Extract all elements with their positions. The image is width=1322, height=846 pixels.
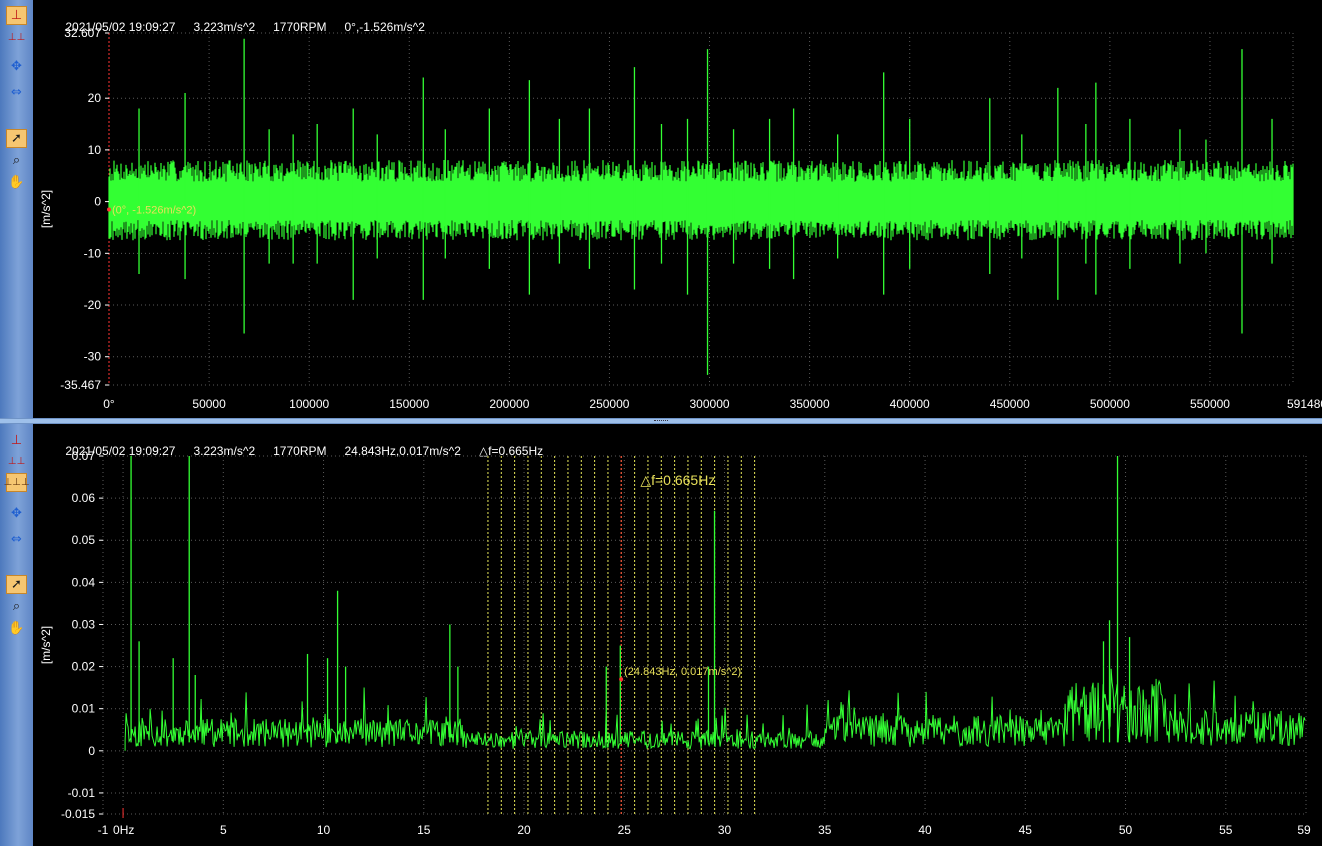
panel-splitter[interactable] (0, 418, 1322, 424)
single-cursor-icon[interactable]: ⊥ (10, 433, 23, 448)
zoom-both-icon[interactable]: ✥ (11, 506, 22, 521)
x-tick-label: 15 (417, 823, 431, 837)
x-tick-label: 20 (517, 823, 531, 837)
time-status-bar: 2021/05/02 19:09:27 3.223m/s^2 1770RPM 0°,-… (52, 0, 443, 34)
time-toolbar: ⊥ ⊥⊥ ✥ ⇔ ➚ ⌕ ✋ (0, 0, 33, 418)
spectrum-panel: ⊥ ⊥⊥ ⊥⊥⊥ ✥ ⇔ ➚ ⌕ ✋ 2021/05/02 19:09:27 3.223m/s^… (0, 424, 1322, 846)
y-tick-label: 0 (94, 195, 101, 209)
status-overall: 3.223m/s^2 (193, 20, 256, 34)
y-tick-label: -35.467 (60, 378, 101, 392)
x-tick-label: 30 (718, 823, 732, 837)
y-tick-label: 0.06 (72, 491, 96, 505)
harmonic-cursor-icon[interactable]: ⊥⊥⊥ (3, 473, 30, 492)
single-cursor-icon[interactable]: ⊥ (6, 6, 27, 25)
x-tick-label: 5 (220, 823, 227, 837)
y-tick-label: 0.04 (72, 575, 96, 589)
x-tick-label: 45 (1019, 823, 1033, 837)
y-tick-label: 0.02 (72, 660, 96, 674)
spectrum-status-bar: 2021/05/02 19:09:27 3.223m/s^2 1770RPM 24.8… (52, 424, 561, 458)
x-tick-label: 59 (1297, 823, 1311, 837)
status-cursor-readout: 24.843Hz,0.017m/s^2 (344, 444, 461, 458)
x-tick-label: 400000 (890, 397, 930, 411)
zoom-axis-icon[interactable]: ⇔ (11, 532, 22, 547)
spectrum-toolbar: ⊥ ⊥⊥ ⊥⊥⊥ ✥ ⇔ ➚ ⌕ ✋ (0, 424, 33, 846)
x-tick-label: 550000 (1190, 397, 1230, 411)
zoom-axis-icon[interactable]: ⇔ (11, 85, 22, 100)
y-tick-label: 0.07 (72, 449, 96, 463)
cursor-marker[interactable] (619, 677, 624, 682)
multi-cursor-icon[interactable]: ⊥⊥ (7, 31, 26, 43)
y-tick-label: 20 (88, 91, 102, 105)
x-tick-label: 10 (317, 823, 331, 837)
x-tick-label: -1 (98, 823, 109, 837)
cursor-label: (24.843Hz, 0.017m/s^2) (624, 666, 741, 678)
x-tick-label: 50 (1119, 823, 1133, 837)
cursor-marker[interactable] (107, 207, 111, 212)
pointer-icon[interactable]: ➚ (6, 575, 27, 594)
y-tick-label: 0.03 (72, 617, 96, 631)
splitter-grip-icon[interactable] (654, 420, 668, 423)
cursor-label: (0°, -1.526m/s^2) (112, 204, 196, 216)
status-rpm: 1770RPM (273, 444, 327, 458)
x-tick-label: 150000 (389, 397, 429, 411)
pan-hand-icon[interactable]: ✋ (8, 621, 25, 636)
y-tick-label: 0.01 (72, 702, 96, 716)
x-tick-label: 100000 (289, 397, 329, 411)
status-datetime: 2021/05/02 19:09:27 (65, 444, 176, 458)
x-tick-label: 0Hz (113, 823, 134, 837)
multi-cursor-icon[interactable]: ⊥⊥ (7, 455, 26, 467)
x-tick-label: 350000 (790, 397, 830, 411)
magnify-icon[interactable]: ⌕ (12, 599, 21, 614)
spectrum-chart[interactable]: (24.843Hz, 0.017m/s^2) △f=0.665Hz 0.07 0.06… (0, 424, 1322, 846)
y-tick-label: 32.607 (64, 26, 101, 40)
y-tick-label: -0.01 (68, 786, 96, 800)
delta-f-label: △f=0.665Hz (640, 472, 715, 488)
x-tick-label: 500000 (1090, 397, 1130, 411)
spectrum-trace (124, 668, 1306, 751)
y-axis-label: [m/s^2] (39, 190, 53, 228)
x-tick-label: 25 (618, 823, 632, 837)
y-tick-label: 10 (88, 143, 102, 157)
x-tick-label: 300000 (690, 397, 730, 411)
x-tick-label: 50000 (192, 397, 226, 411)
status-overall: 3.223m/s^2 (193, 444, 256, 458)
x-tick-label: 200000 (489, 397, 529, 411)
y-tick-label: -20 (84, 298, 102, 312)
time-waveform-panel: ⊥ ⊥⊥ ✥ ⇔ ➚ ⌕ ✋ 2021/05/02 19:09:27 3.223m/s^2 17… (0, 0, 1322, 418)
status-datetime: 2021/05/02 19:09:27 (65, 20, 176, 34)
time-waveform-chart[interactable]: (0°, -1.526m/s^2) 32.607 20 10 0 -10 -20 -30 -35… (0, 0, 1322, 418)
y-tick-label: -10 (84, 246, 102, 260)
pan-hand-icon[interactable]: ✋ (8, 175, 25, 190)
y-tick-label: -0.015 (61, 807, 95, 821)
status-rpm: 1770RPM (273, 20, 327, 34)
magnify-icon[interactable]: ⌕ (12, 153, 21, 168)
x-tick-label: 250000 (589, 397, 629, 411)
x-tick-label: 35 (818, 823, 832, 837)
y-tick-label: 0 (88, 744, 95, 758)
y-tick-label: 0.05 (72, 533, 96, 547)
y-tick-label: -30 (84, 350, 102, 364)
pointer-icon[interactable]: ➚ (6, 129, 27, 148)
x-tick-label: 0° (103, 397, 115, 411)
status-cursor-readout: 0°,-1.526m/s^2 (344, 20, 425, 34)
waveform-band (108, 160, 1294, 241)
x-tick-label: 450000 (990, 397, 1030, 411)
status-delta-f: △f=0.665Hz (478, 444, 544, 458)
y-axis-label: [m/s^2] (39, 626, 53, 664)
x-tick-label: 591480 (1287, 397, 1322, 411)
x-tick-label: 55 (1219, 823, 1233, 837)
x-tick-label: 40 (918, 823, 932, 837)
zoom-both-icon[interactable]: ✥ (11, 59, 22, 74)
